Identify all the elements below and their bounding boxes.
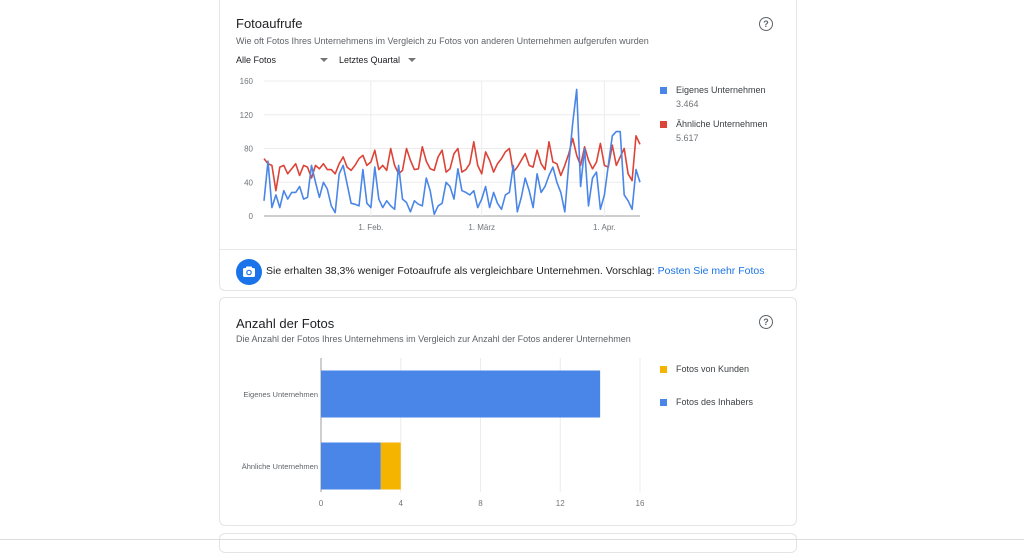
y-tick-label: 80 <box>244 145 253 154</box>
help-circle-icon[interactable]: ? <box>759 315 773 329</box>
bar-segment <box>321 370 601 418</box>
bar-segment <box>380 442 401 490</box>
legend-label-customer: Fotos von Kunden <box>676 364 750 374</box>
x-tick-label: 8 <box>478 499 483 508</box>
photo-views-line-chart: 0 40 80 120 160 1. Feb. 1. März 1. Apr. <box>240 77 641 232</box>
divider <box>220 249 796 250</box>
bar-segment <box>321 442 381 490</box>
y-tick-label: 40 <box>244 178 253 187</box>
series-line <box>263 88 641 216</box>
y-tick-label: 120 <box>240 111 254 120</box>
photo-views-card: Fotoaufrufe Wie oft Fotos Ihres Unterneh… <box>219 0 797 291</box>
photo-views-subtitle: Wie oft Fotos Ihres Unternehmens im Verg… <box>236 36 649 46</box>
legend-value-own: 3.464 <box>676 99 699 109</box>
insight-message: Sie erhalten 38,3% weniger Fotoaufrufe a… <box>266 265 764 277</box>
photo-filter-dropdown[interactable]: Alle Fotos <box>236 55 328 65</box>
x-tick-label: 16 <box>636 499 645 508</box>
photo-count-title: Anzahl der Fotos <box>236 316 335 331</box>
post-more-photos-link[interactable]: Posten Sie mehr Fotos <box>657 265 765 277</box>
legend-label-similar: Ähnliche Unternehmen <box>676 119 768 129</box>
camera-icon <box>236 259 262 285</box>
x-tick-label: 12 <box>556 499 565 508</box>
photo-views-title: Fotoaufrufe <box>236 16 303 31</box>
insight-text: Sie erhalten 38,3% weniger Fotoaufrufe a… <box>266 265 655 277</box>
chevron-down-icon <box>408 58 417 62</box>
photo-count-card: Anzahl der Fotos Die Anzahl der Fotos Ih… <box>219 297 797 526</box>
x-tick-label: 0 <box>319 499 324 508</box>
help-circle-icon[interactable]: ? <box>759 17 773 31</box>
legend-label-owner: Fotos des Inhabers <box>676 397 754 407</box>
photo-count-subtitle: Die Anzahl der Fotos Ihres Unternehmens … <box>236 334 631 344</box>
legend-swatch-similar <box>660 121 667 128</box>
legend-label-own: Eigenes Unternehmen <box>676 85 766 95</box>
chevron-down-icon <box>320 58 328 62</box>
y-tick-label: 0 <box>249 212 254 221</box>
x-tick-label: 1. Feb. <box>358 223 383 232</box>
y-tick-label: 160 <box>240 77 254 86</box>
period-filter-dropdown[interactable]: Letztes Quartal <box>339 55 417 65</box>
series-line <box>263 134 641 192</box>
page-bottom-border <box>0 539 1024 540</box>
category-label: Ähnliche Unternehmen <box>242 462 318 471</box>
photo-count-bar-chart: 0 4 8 12 16 Eigenes Unternehmen Ähnliche Unter… <box>242 358 645 508</box>
photo-filter-value: Alle Fotos <box>236 55 277 65</box>
period-filter-value: Letztes Quartal <box>339 55 401 65</box>
x-tick-label: 1. März <box>468 223 495 232</box>
legend-value-similar: 5.617 <box>676 133 699 143</box>
x-tick-label: 1. Apr. <box>593 223 616 232</box>
legend-swatch-own <box>660 87 667 94</box>
category-label: Eigenes Unternehmen <box>243 390 318 399</box>
x-tick-label: 4 <box>399 499 404 508</box>
legend-swatch-owner <box>660 399 667 406</box>
legend-swatch-customer <box>660 366 667 373</box>
next-card <box>219 533 797 553</box>
